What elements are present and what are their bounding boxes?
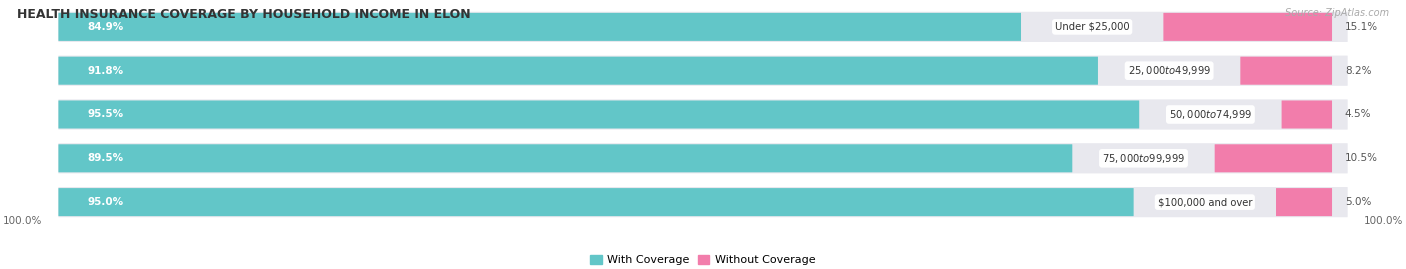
Text: 89.5%: 89.5%: [87, 153, 124, 163]
Text: 84.9%: 84.9%: [87, 22, 124, 32]
Text: 100.0%: 100.0%: [1364, 216, 1403, 226]
FancyBboxPatch shape: [58, 187, 1348, 217]
Legend: With Coverage, Without Coverage: With Coverage, Without Coverage: [586, 251, 820, 269]
Text: 8.2%: 8.2%: [1346, 66, 1371, 76]
FancyBboxPatch shape: [59, 188, 1133, 216]
Text: Under $25,000: Under $25,000: [1054, 22, 1129, 32]
Text: 5.0%: 5.0%: [1346, 197, 1371, 207]
Text: Source: ZipAtlas.com: Source: ZipAtlas.com: [1285, 8, 1389, 18]
Text: 95.5%: 95.5%: [87, 109, 124, 119]
FancyBboxPatch shape: [59, 144, 1073, 172]
Text: HEALTH INSURANCE COVERAGE BY HOUSEHOLD INCOME IN ELON: HEALTH INSURANCE COVERAGE BY HOUSEHOLD I…: [17, 8, 471, 21]
Text: $25,000 to $49,999: $25,000 to $49,999: [1128, 64, 1211, 77]
FancyBboxPatch shape: [59, 13, 1021, 41]
FancyBboxPatch shape: [58, 99, 1348, 130]
Text: 95.0%: 95.0%: [87, 197, 124, 207]
FancyBboxPatch shape: [58, 12, 1348, 42]
FancyBboxPatch shape: [59, 57, 1098, 85]
Text: 10.5%: 10.5%: [1346, 153, 1378, 163]
Text: 15.1%: 15.1%: [1346, 22, 1378, 32]
Text: $100,000 and over: $100,000 and over: [1157, 197, 1253, 207]
Text: 100.0%: 100.0%: [3, 216, 42, 226]
Text: 4.5%: 4.5%: [1346, 109, 1371, 119]
Text: 91.8%: 91.8%: [87, 66, 124, 76]
FancyBboxPatch shape: [1240, 57, 1331, 85]
FancyBboxPatch shape: [1282, 101, 1331, 129]
FancyBboxPatch shape: [59, 101, 1139, 129]
FancyBboxPatch shape: [58, 56, 1348, 86]
FancyBboxPatch shape: [1163, 13, 1331, 41]
FancyBboxPatch shape: [1277, 188, 1331, 216]
Text: $75,000 to $99,999: $75,000 to $99,999: [1102, 152, 1185, 165]
FancyBboxPatch shape: [58, 143, 1348, 174]
Text: $50,000 to $74,999: $50,000 to $74,999: [1168, 108, 1251, 121]
FancyBboxPatch shape: [1215, 144, 1331, 172]
